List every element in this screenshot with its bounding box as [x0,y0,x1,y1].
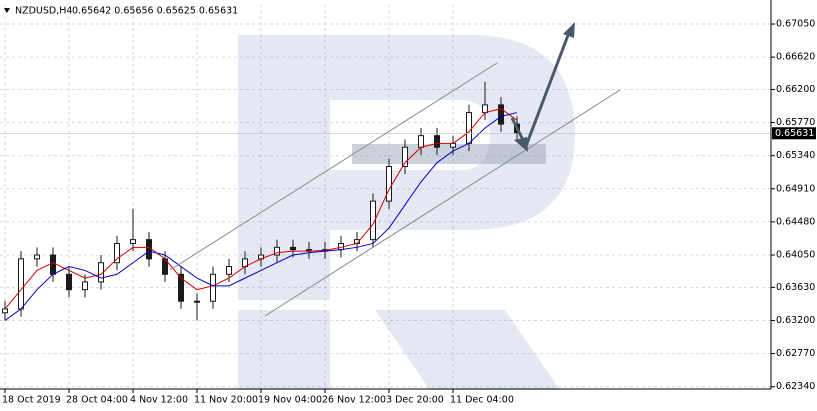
y-tick-label: 0.65770 [776,117,815,128]
symbol-title: NZDUSD,H4 [15,6,72,17]
candle-body [450,142,456,148]
last-price-box [772,127,816,140]
symbol-toggle[interactable] [4,8,10,13]
candle-body [482,104,488,114]
candle-body [34,254,40,260]
candle-body [114,242,120,264]
x-tick-label: 26 Nov 12:00 [322,395,386,406]
candle-body [2,308,8,314]
plot [0,81,771,321]
x-tick-label: 3 Dec 20:00 [386,395,444,406]
y-tick-label: 0.66620 [776,52,815,63]
y-tick-label: 0.65340 [776,150,815,161]
candle-body [50,254,56,275]
y-tick-label: 0.64480 [776,216,815,227]
candle-body [418,135,424,148]
x-tick-label: 4 Nov 12:00 [130,395,188,406]
y-tick-label: 0.66200 [776,84,815,95]
x-tick-label: 19 Nov 04:00 [258,395,322,406]
candle-body [274,246,280,256]
candle-body [66,273,72,291]
candle-body [466,112,472,144]
candle-body [370,200,376,241]
candle-body [178,273,184,302]
channel-lower [264,89,621,317]
ohlc-values: 0.65642 0.65656 0.65625 0.65631 [72,6,238,17]
x-tick-label: 11 Dec 04:00 [450,395,514,406]
y-tick-label: 0.63200 [776,315,815,326]
candle-body [210,273,216,302]
candle-body [498,104,504,125]
last-price-label: 0.65631 [775,128,814,139]
y-tick-label: 0.63630 [776,282,815,293]
candle-body [290,246,296,251]
y-tick-label: 0.62340 [776,381,815,392]
candle-body [130,239,136,244]
candle-body [434,135,440,148]
y-tick-label: 0.64910 [776,183,815,194]
candle-body [226,266,232,275]
x-tick-label: 18 Oct 2019 [2,395,61,406]
candle-body [194,300,200,303]
axes: 0.67050 0.66620 0.66200 0.65770 0.65340 0.649… [2,19,816,406]
forecast-arrow [510,22,575,152]
indicator-line [4,108,518,310]
indicator-line [4,112,518,321]
x-tick-label: 28 Oct 04:00 [66,395,128,406]
grid [0,4,771,389]
candle-body [18,258,24,310]
candle-body [82,281,88,291]
y-tick-label: 0.64050 [776,250,815,261]
y-tick-label: 0.62770 [776,348,815,359]
channel-upper [169,62,498,271]
y-tick-label: 0.67050 [776,19,815,30]
candle-body [146,239,152,260]
watermark [238,35,575,390]
x-tick-label: 11 Nov 20:00 [194,395,258,406]
candle-body [402,146,408,167]
candle-body [386,165,392,202]
